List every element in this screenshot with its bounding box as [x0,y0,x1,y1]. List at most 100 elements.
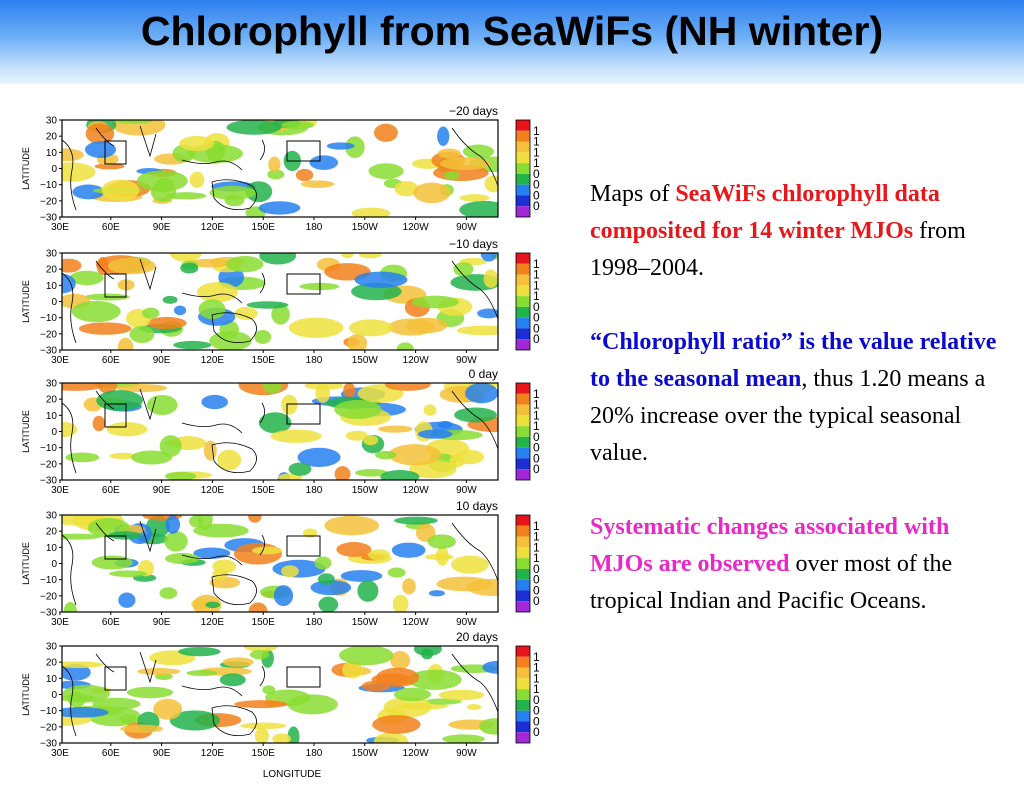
chlorophyll-patch [62,707,109,718]
latitude-axis-label: LATITUDE [21,673,31,716]
chlorophyll-patch [288,462,312,476]
longitude-tick-label: 120E [201,222,225,233]
chlorophyll-patch [259,253,297,265]
colorbar-tick-label: 1.15 [533,530,540,544]
chlorophyll-patch [462,144,495,159]
longitude-tick-label: 90E [153,485,171,496]
panel-time-label: −20 days [449,104,498,118]
chlorophyll-patch [240,722,287,730]
longitude-tick-label: 120W [403,617,430,628]
colorbar-segment [516,601,530,612]
colorbar-segment [516,184,530,196]
chlorophyll-patch [69,270,104,286]
chlorophyll-composite-figure: −20 days 30 20 10 0 −10 −20 −30 LATITUDE 30E 60E 90… [0,90,540,791]
longitude-tick-label: 120E [201,485,225,496]
latitude-tick-label: 0 [51,164,57,175]
chlorophyll-patch [376,667,420,687]
chlorophyll-patch [205,601,221,609]
colorbar-tick-label: 1.15 [533,135,540,149]
chlorophyll-patch [197,515,213,531]
latitude-tick-label: 20 [46,395,58,406]
caption-p1-highlight: SeaWiFs chlorophyll data composited for … [590,181,940,244]
chlorophyll-patch [251,546,283,555]
chlorophyll-patch [201,394,228,410]
colorbar-tick-label: 1.15 [533,268,540,282]
longitude-tick-label: 30E [51,222,69,233]
chlorophyll-patch [63,601,78,612]
latitude-tick-label: −10 [40,575,57,586]
chlorophyll-patch [309,155,339,170]
longitude-tick-label: 60E [102,485,120,496]
longitude-tick-label: 150E [252,617,276,628]
latitude-axis-label: LATITUDE [21,410,31,453]
chlorophyll-patch [234,306,258,320]
chlorophyll-patch [348,319,394,337]
colorbar-tick-label: 1.09 [533,540,540,554]
colorbar-segment [516,296,530,307]
latitude-tick-label: −30 [40,476,57,487]
longitude-tick-label: 90E [153,355,171,366]
chlorophyll-patch [437,126,450,146]
colorbar-segment [516,732,530,743]
chlorophyll-patch [388,444,441,466]
colorbar-segment [516,536,530,548]
chlorophyll-patch [267,169,285,180]
longitude-tick-label: 120W [403,355,430,366]
colorbar-tick-label: 1.21 [533,387,540,401]
chlorophyll-patch [384,383,431,391]
chlorophyll-patch [437,148,461,159]
chlorophyll-patch [153,698,183,720]
chlorophyll-patch [209,185,256,200]
chlorophyll-patch [243,646,278,652]
chlorophyll-patch [109,570,147,577]
chlorophyll-patch [71,300,121,323]
colorbar-tick-label: 0.85 [533,188,540,202]
longitude-tick-label: 120E [201,355,225,366]
colorbar-tick-label: 1.21 [533,257,540,271]
colorbar-segment [516,130,530,142]
chlorophyll-patch [186,670,218,677]
colorbar-frame [515,252,531,351]
chlorophyll-patch [334,466,351,480]
chlorophyll-patch [391,542,426,558]
colorbar-tick-label: 0.91 [533,311,540,325]
latitude-tick-label: 30 [46,249,58,260]
chlorophyll-patch [271,304,290,325]
colorbar-segment [516,447,530,459]
longitude-tick-label: 120W [403,748,430,759]
chlorophyll-patch [273,585,294,607]
pacific-box [286,666,321,688]
chlorophyll-patch [72,184,105,200]
chlorophyll-patch [453,262,474,277]
colorbar-tick-label: 0.85 [533,714,540,728]
latitude-tick-label: −20 [40,591,57,602]
chlorophyll-patch [387,318,436,336]
longitude-tick-label: 180 [306,485,323,496]
colorbar-segment [516,721,530,733]
chlorophyll-patch [339,646,394,666]
latitude-tick-label: 10 [46,411,58,422]
chlorophyll-patch [226,120,282,135]
coastline [62,520,498,606]
colorbar-segment [516,317,530,329]
chlorophyll-patch [262,685,276,695]
colorbar-tick-label: 0.97 [533,300,540,314]
chlorophyll-patch [246,301,289,309]
chlorophyll-patch [209,330,252,350]
longitude-tick-label: 120E [201,748,225,759]
chlorophyll-patch [281,565,299,578]
title-bar: Chlorophyll from SeaWiFs (NH winter) [0,0,1024,84]
caption-p1-text-b: from 1998–2004. [590,218,966,281]
longitude-tick-label: 90E [153,222,171,233]
latitude-tick-label: −20 [40,196,57,207]
chlorophyll-patch [62,684,110,703]
colorbar-segment [516,263,530,275]
longitude-tick-label: 150W [352,355,379,366]
chlorophyll-patch [96,390,143,412]
chlorophyll-patch [402,578,416,595]
colorbar-segment [516,689,530,700]
colorbar-segment [516,525,530,537]
longitude-tick-label: 150W [352,222,379,233]
chlorophyll-patch [345,430,369,441]
chlorophyll-patch [146,515,170,538]
